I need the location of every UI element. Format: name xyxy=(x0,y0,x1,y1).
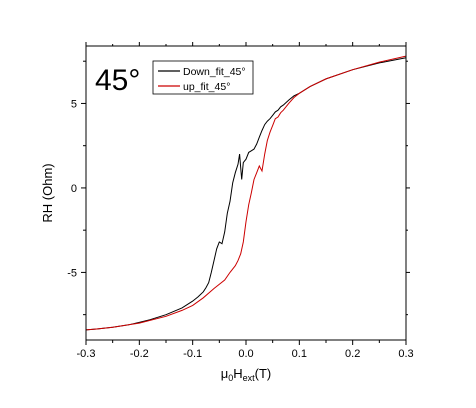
legend: Down_fit_45° up_fit_45° xyxy=(152,60,254,95)
x-tick-label: 0.3 xyxy=(398,348,413,360)
x-axis-title-h: H xyxy=(233,366,242,381)
y-tick-label: -5 xyxy=(67,267,77,279)
x-tick-label: -0.1 xyxy=(183,348,202,360)
y-axis-title: RH (Ohm) xyxy=(40,163,55,222)
panel-label: 45° xyxy=(95,64,140,97)
x-axis-title-mu: μ xyxy=(221,366,229,381)
legend-label-down: Down_fit_45° xyxy=(183,66,246,78)
x-tick-label: -0.2 xyxy=(130,348,149,360)
series-line-1 xyxy=(85,55,407,331)
legend-box xyxy=(152,60,254,95)
x-tick-label: 0.0 xyxy=(238,348,253,360)
legend-label-up: up_fit_45° xyxy=(183,81,230,93)
y-tick-label: 5 xyxy=(71,98,77,110)
y-tick-label: 0 xyxy=(71,183,77,195)
x-tick-label: 0.1 xyxy=(292,348,307,360)
x-axis-title-sub-ext: ext xyxy=(243,373,256,383)
series-line-0 xyxy=(85,57,407,331)
series-layer xyxy=(85,55,407,331)
x-axis-title-sub0: 0 xyxy=(228,373,233,383)
x-tick-label: 0.2 xyxy=(345,348,360,360)
x-tick-label: -0.3 xyxy=(77,348,96,360)
x-axis-title-unit: (T) xyxy=(255,366,272,381)
ticks-layer: -0.3 -0.2 -0.1 0.0 0.1 0.2 0.3 -5 0 5 xyxy=(67,42,414,360)
x-axis-title: μ0Hext(T) xyxy=(221,366,272,383)
